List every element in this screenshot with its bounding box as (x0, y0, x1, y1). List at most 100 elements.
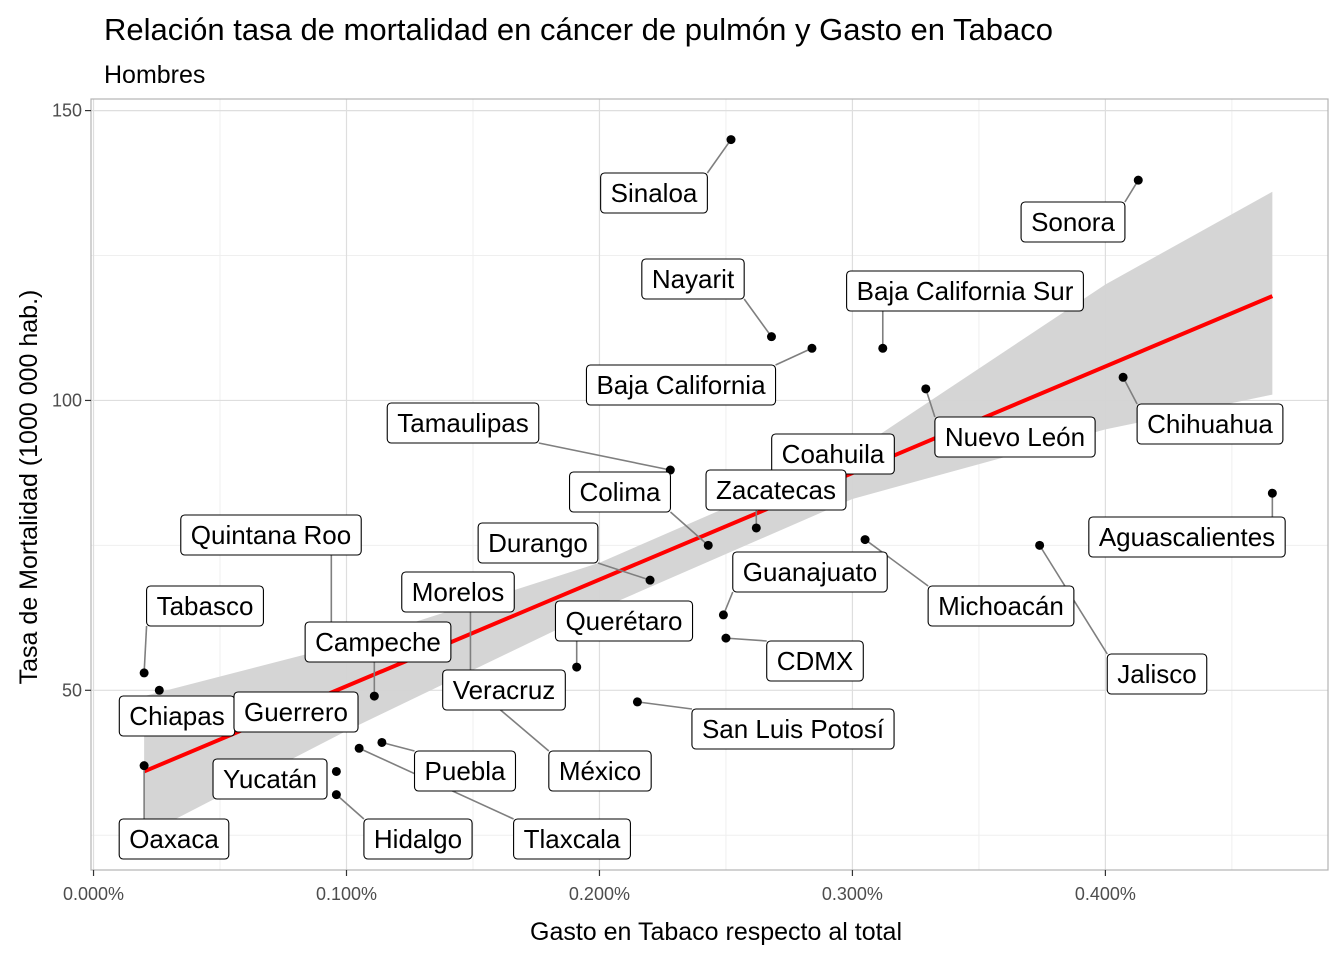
leader-line (725, 637, 767, 642)
point-label: Nuevo León (934, 416, 1096, 458)
data-point (572, 662, 582, 672)
point-label: Colima (568, 471, 672, 513)
point-label-text: Durango (488, 528, 588, 558)
point-label-text: Oaxaca (129, 824, 219, 854)
data-point (354, 743, 364, 753)
point-label: Morelos (401, 571, 515, 613)
data-point (766, 332, 776, 342)
point-label-text: Querétaro (565, 606, 682, 636)
point-label: San Luis Potosí (691, 708, 895, 750)
point-label-box (1088, 516, 1286, 558)
leader-line (143, 625, 148, 673)
data-point (154, 685, 164, 695)
point-labels: Sinaloa Sonora Nayarit Baja California Sur B… (118, 172, 1286, 860)
y-tick-label: 150 (52, 101, 82, 121)
y-axis-title: Tasa de Mortalidad (1000 000 hab.) (15, 290, 43, 685)
point-label-box (180, 514, 362, 556)
point-label-box (691, 708, 895, 750)
point-label: Aguascalientes (1088, 516, 1286, 558)
point-label-text: San Luis Potosí (702, 714, 885, 744)
data-point (1133, 175, 1143, 185)
data-point (1035, 540, 1045, 550)
point-label-text: Zacatecas (716, 475, 836, 505)
x-tick-label: 0.200% (569, 884, 630, 904)
point-label-text: Nuevo León (945, 422, 1085, 452)
point-label-box (641, 258, 745, 300)
point-label-text: Puebla (425, 756, 506, 786)
point-label-box (386, 402, 540, 444)
point-label-text: Aguascalientes (1099, 522, 1275, 552)
data-point (139, 668, 149, 678)
x-tick-label: 0.100% (316, 884, 377, 904)
leader-line (706, 139, 732, 174)
point-label-text: Chiapas (129, 701, 224, 731)
point-label: Sonora (1020, 201, 1126, 243)
point-label: Querétaro (554, 600, 694, 642)
point-label-box (118, 818, 230, 860)
point-label: Tamaulipas (386, 402, 540, 444)
point-label-box (766, 640, 864, 682)
point-label-text: Sinaloa (611, 178, 698, 208)
point-label: Puebla (413, 750, 517, 792)
point-label: Campeche (304, 621, 452, 663)
point-label-box (585, 364, 777, 406)
data-point (632, 697, 642, 707)
x-tick-label: 0.300% (822, 884, 883, 904)
point-label: Oaxaca (118, 818, 230, 860)
point-label-text: Tabasco (157, 591, 254, 621)
point-label-text: Colima (580, 477, 661, 507)
point-label-text: Campeche (315, 627, 441, 657)
leader-line (669, 511, 709, 546)
point-label-text: Tamaulipas (397, 408, 529, 438)
point-label-box (554, 600, 694, 642)
point-label-box (442, 669, 566, 711)
leader-line (864, 538, 929, 587)
point-label: Hidalgo (363, 818, 473, 860)
confidence-band-group (144, 191, 1273, 836)
point-label-box (146, 585, 264, 627)
point-label: Guanajuato (732, 551, 888, 593)
data-point (703, 540, 713, 550)
leader-line (597, 562, 651, 581)
point-label: Sinaloa (600, 172, 708, 214)
leader-line (381, 741, 415, 752)
data-point (377, 737, 387, 747)
point-label: Jalisco (1106, 653, 1208, 695)
confidence-band (144, 191, 1273, 836)
point-label-box (600, 172, 708, 214)
point-label: Chiapas (118, 695, 236, 737)
point-label-box (548, 750, 652, 792)
point-label-box (732, 551, 888, 593)
point-label: CDMX (766, 640, 864, 682)
leader-line (538, 442, 671, 471)
point-label-text: Chihuahua (1147, 409, 1273, 439)
point-label: Yucatán (212, 758, 328, 800)
point-label: México (548, 750, 652, 792)
point-label: Zacatecas (705, 469, 847, 511)
data-point (1118, 372, 1128, 382)
point-label-box (927, 585, 1075, 627)
point-label: Guerrero (233, 691, 359, 733)
point-label-text: Coahuila (782, 439, 885, 469)
x-tick-label: 0.000% (63, 884, 124, 904)
point-label-box (568, 471, 672, 513)
data-point (718, 610, 728, 620)
data-point (331, 766, 341, 776)
point-label-box (1020, 201, 1126, 243)
data-point (1267, 488, 1277, 498)
point-label-text: Quintana Roo (191, 520, 351, 550)
point-label-box (1106, 653, 1208, 695)
chart-title: Relación tasa de mortalidad en cáncer de… (104, 12, 1053, 47)
point-label-text: Michoacán (938, 591, 1064, 621)
data-point (369, 691, 379, 701)
data-point (921, 384, 931, 394)
point-label-box (304, 621, 452, 663)
leader-line (637, 701, 693, 710)
point-label: Tlaxcala (513, 818, 631, 860)
point-label-text: México (559, 756, 641, 786)
data-point (331, 790, 341, 800)
point-label-text: CDMX (777, 646, 854, 676)
point-label-box (212, 758, 328, 800)
y-tick-label: 100 (52, 390, 82, 410)
point-label-box (513, 818, 631, 860)
